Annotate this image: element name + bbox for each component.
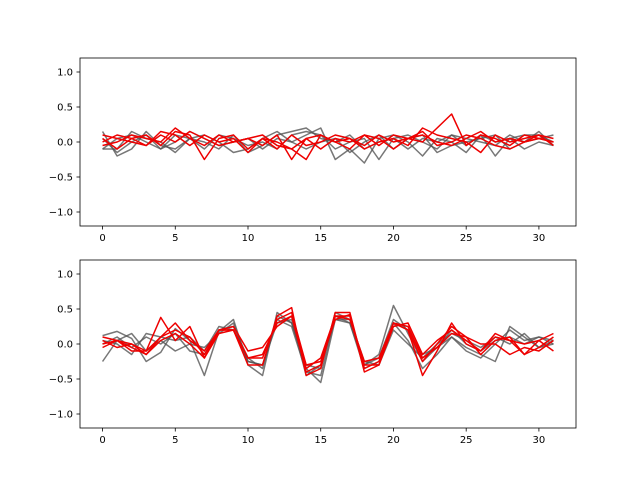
bottom-subplot: 0 5 10 15 20 25 30 −1.0 −0.5 0.0 0.5 1.0 <box>49 259 577 446</box>
gray-series-line-1 <box>102 130 554 161</box>
y-tick-label: 0.5 <box>57 305 73 316</box>
x-tick-label: 5 <box>172 435 178 446</box>
x-tick-label: 0 <box>99 435 105 446</box>
series-group <box>101 304 554 384</box>
x-tick-label: 25 <box>460 233 473 244</box>
gray-series-line-1 <box>101 315 554 377</box>
series-group <box>101 113 554 164</box>
red-series-line-7 <box>102 315 554 370</box>
x-tick-label: 30 <box>533 435 546 446</box>
x-tick-label: 0 <box>99 233 105 244</box>
y-tick-label: −0.5 <box>49 375 73 386</box>
y-tick-label: 0.0 <box>57 340 73 351</box>
x-tick-label: 15 <box>314 435 327 446</box>
red-series-line-6 <box>102 315 554 373</box>
y-tick-label: −1.0 <box>49 208 73 219</box>
x-tick-label: 20 <box>387 233 400 244</box>
y-tick-label: 0.5 <box>57 103 73 114</box>
y-tick-label: −1.0 <box>49 410 73 421</box>
y-tick-label: 1.0 <box>57 270 73 281</box>
y-tick-label: 1.0 <box>57 68 73 79</box>
red-series-line-6 <box>102 130 554 161</box>
y-tick-label: 0.0 <box>57 138 73 149</box>
x-tick-label: 10 <box>242 435 255 446</box>
x-tick-label: 30 <box>533 233 546 244</box>
y-tick-label: −0.5 <box>49 173 73 184</box>
x-tick-label: 5 <box>172 233 178 244</box>
red-series-line-7 <box>102 127 554 161</box>
x-tick-label: 20 <box>387 435 400 446</box>
x-tick-label: 25 <box>460 435 473 446</box>
x-tick-label: 10 <box>242 233 255 244</box>
x-tick-label: 15 <box>314 233 327 244</box>
top-subplot: 0 5 10 15 20 25 30 −1.0 −0.5 0.0 0.5 1.0 <box>49 57 577 244</box>
